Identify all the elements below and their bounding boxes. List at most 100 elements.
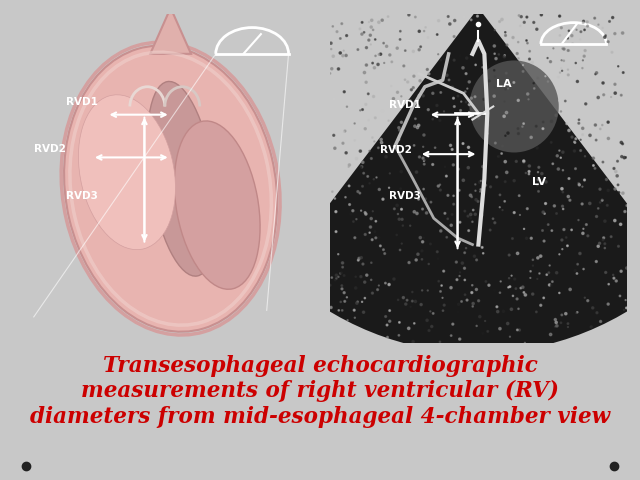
Point (378, 39, 388, 47)
Point (366, 155, 376, 162)
Point (438, 267, 449, 275)
Point (513, 305, 524, 312)
Point (552, 269, 562, 276)
Point (554, 147, 564, 155)
Point (393, 210, 403, 218)
Point (425, 308, 435, 315)
Point (371, 217, 381, 225)
Point (553, 165, 563, 173)
Point (442, 200, 452, 207)
Point (609, 275, 619, 282)
Point (360, 125, 371, 132)
Point (489, 42, 499, 50)
Point (560, 97, 570, 105)
Point (557, 311, 567, 319)
Point (395, 36, 405, 43)
Point (595, 125, 605, 133)
Point (408, 84, 419, 92)
Point (597, 196, 607, 204)
Point (442, 233, 452, 241)
Point (509, 177, 519, 184)
Point (356, 273, 366, 280)
Point (383, 117, 394, 124)
Point (600, 217, 610, 225)
Point (452, 276, 462, 284)
Point (622, 202, 632, 209)
Point (454, 335, 465, 343)
Point (426, 198, 436, 206)
Point (613, 242, 623, 250)
Point (544, 269, 554, 276)
Point (353, 298, 363, 306)
Point (539, 237, 549, 245)
Point (598, 79, 608, 87)
Point (579, 265, 589, 273)
Point (525, 48, 535, 55)
Point (444, 76, 454, 84)
Point (447, 145, 457, 153)
Point (468, 300, 478, 307)
Point (405, 97, 415, 105)
Point (419, 131, 429, 139)
Point (435, 117, 445, 124)
Point (367, 59, 378, 67)
Point (470, 180, 481, 188)
Point (366, 276, 376, 284)
Point (370, 228, 380, 235)
Point (558, 148, 568, 156)
Point (618, 29, 628, 37)
Point (500, 178, 510, 185)
Point (533, 176, 543, 183)
Point (358, 169, 369, 177)
Wedge shape (278, 8, 640, 353)
Point (409, 208, 419, 216)
Point (357, 182, 367, 190)
Point (428, 115, 438, 123)
Point (445, 142, 456, 149)
Point (579, 176, 589, 184)
Point (460, 291, 470, 299)
Point (454, 300, 464, 308)
Point (515, 211, 525, 219)
Point (433, 255, 443, 263)
Point (394, 319, 404, 326)
Point (436, 227, 446, 235)
Point (333, 65, 344, 73)
Point (505, 283, 515, 290)
Point (511, 157, 522, 165)
Point (564, 127, 574, 134)
Point (365, 31, 376, 39)
Point (534, 270, 545, 277)
Point (508, 235, 518, 242)
Point (472, 322, 482, 330)
Point (361, 78, 371, 86)
Point (522, 39, 532, 47)
Point (423, 106, 433, 113)
Point (338, 52, 348, 60)
Point (412, 210, 422, 217)
Point (356, 30, 367, 38)
Point (354, 254, 364, 262)
Point (524, 162, 534, 170)
Point (529, 79, 539, 87)
Point (449, 33, 460, 40)
Point (532, 275, 543, 283)
Point (475, 200, 485, 208)
Point (386, 82, 396, 90)
Point (580, 153, 590, 160)
Point (612, 157, 623, 165)
Point (364, 147, 374, 155)
Point (449, 192, 459, 200)
Point (603, 118, 613, 126)
Point (417, 247, 427, 255)
Point (394, 124, 404, 132)
Point (337, 269, 347, 276)
Point (578, 57, 588, 64)
Point (408, 48, 419, 55)
Point (575, 36, 586, 43)
Point (360, 278, 370, 286)
Point (499, 97, 509, 105)
Point (342, 316, 353, 324)
Point (613, 62, 623, 70)
Point (495, 191, 505, 199)
